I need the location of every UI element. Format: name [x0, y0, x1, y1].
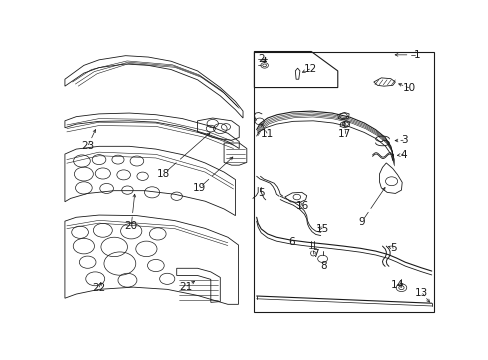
Text: 23: 23 — [81, 141, 94, 151]
Text: 15: 15 — [315, 224, 328, 234]
Text: 19: 19 — [192, 183, 205, 193]
Text: 8: 8 — [320, 261, 326, 270]
Text: 13: 13 — [414, 288, 427, 298]
Text: 12: 12 — [303, 64, 316, 74]
Text: 22: 22 — [92, 283, 105, 293]
Text: 17: 17 — [337, 129, 350, 139]
Text: 20: 20 — [124, 221, 138, 231]
Text: 11: 11 — [261, 129, 274, 139]
Text: 3: 3 — [400, 135, 407, 145]
Text: 6: 6 — [287, 237, 294, 247]
Text: 4: 4 — [400, 150, 407, 159]
Text: 1: 1 — [413, 50, 420, 60]
Text: 14: 14 — [390, 280, 404, 290]
Text: 9: 9 — [358, 217, 364, 227]
Text: 10: 10 — [403, 83, 415, 93]
Text: 21: 21 — [179, 282, 192, 292]
Text: 18: 18 — [157, 169, 170, 179]
Text: 5: 5 — [390, 243, 396, 253]
Text: 16: 16 — [296, 201, 309, 211]
Text: 7: 7 — [312, 249, 319, 260]
Text: 5: 5 — [257, 188, 264, 198]
Text: 2: 2 — [258, 54, 265, 64]
